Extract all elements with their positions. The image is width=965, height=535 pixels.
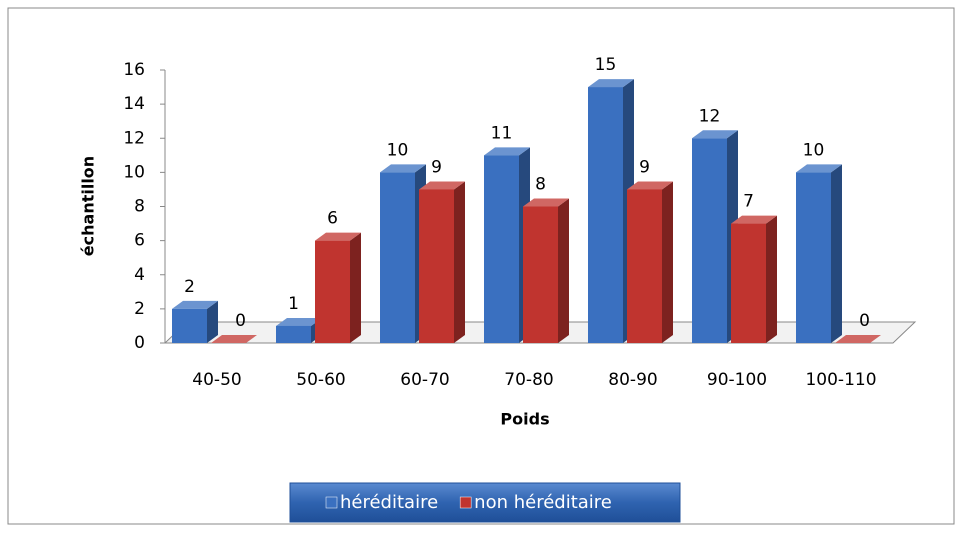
bar-side	[766, 215, 777, 343]
data-label: 11	[491, 123, 513, 143]
y-tick-label: 4	[134, 265, 145, 285]
data-label: 0	[235, 311, 246, 331]
data-label: 7	[743, 192, 754, 212]
bar-side	[558, 198, 569, 343]
bar-top	[276, 317, 322, 326]
bar	[796, 172, 831, 343]
y-axis-title: échantillon	[79, 156, 98, 256]
bar-top	[588, 79, 634, 88]
bar	[484, 155, 519, 343]
bar	[692, 138, 727, 343]
bar-top	[172, 300, 218, 309]
data-label: 12	[699, 106, 721, 126]
data-label: 8	[535, 175, 546, 195]
bar-top	[835, 335, 881, 343]
x-tick-label: 60-70	[400, 370, 449, 390]
bar-top	[380, 164, 426, 173]
bar-top	[484, 147, 530, 156]
y-tick-label: 0	[134, 333, 145, 353]
x-tick-label: 40-50	[192, 370, 241, 390]
bar	[419, 189, 454, 343]
bar	[172, 308, 207, 343]
bar-side	[454, 181, 465, 343]
bar-top	[211, 335, 257, 343]
bar-top	[796, 164, 842, 173]
x-tick-label: 100-110	[805, 370, 876, 390]
bar	[276, 325, 311, 343]
x-tick-label: 70-80	[504, 370, 553, 390]
bar-top	[419, 181, 465, 190]
bar-top	[731, 215, 777, 224]
data-label: 9	[431, 157, 442, 177]
legend-swatch	[325, 496, 338, 509]
x-tick-label: 80-90	[608, 370, 657, 390]
data-label: 1	[288, 294, 299, 314]
y-tick-label: 16	[123, 60, 145, 80]
bar-top	[692, 130, 738, 139]
bar	[731, 223, 766, 343]
y-tick-label: 2	[134, 299, 145, 319]
data-label: 9	[639, 157, 650, 177]
data-label: 10	[387, 140, 409, 160]
x-tick-label: 50-60	[296, 370, 345, 390]
y-tick-label: 14	[123, 94, 145, 114]
data-label: 2	[184, 277, 195, 297]
bar	[380, 172, 415, 343]
bar	[315, 240, 350, 343]
x-tick-label: 90-100	[707, 370, 767, 390]
y-tick-label: 12	[123, 128, 145, 148]
bar-top	[315, 232, 361, 241]
bar-side	[662, 181, 673, 343]
data-label: 6	[327, 209, 338, 229]
legend-label: non héréditaire	[474, 492, 612, 513]
legend	[289, 482, 681, 523]
bar	[588, 87, 623, 343]
y-tick-label: 6	[134, 231, 145, 251]
bar	[627, 189, 662, 343]
x-axis-title: Poids	[500, 410, 549, 429]
bar	[523, 206, 558, 343]
bar-top	[523, 198, 569, 207]
bar-side	[831, 164, 842, 343]
legend-swatch	[459, 496, 472, 509]
y-tick-label: 8	[134, 197, 145, 217]
legend-label: héréditaire	[340, 492, 438, 513]
data-label: 15	[595, 55, 617, 75]
bar-top	[627, 181, 673, 190]
bar-side	[350, 232, 361, 343]
y-tick-label: 10	[123, 162, 145, 182]
data-label: 0	[859, 311, 870, 331]
data-label: 10	[803, 140, 825, 160]
bar-side	[207, 300, 218, 343]
